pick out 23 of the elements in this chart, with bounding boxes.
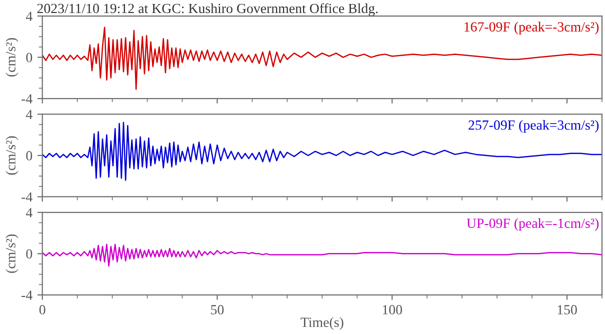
line-series — [42, 244, 602, 267]
series-label: 257-09F (peak=3cm/s²) — [468, 120, 599, 133]
x-axis-title: Time(s) — [300, 317, 344, 330]
x-tick-label: 50 — [211, 305, 224, 314]
y-tick-label: 0 — [26, 249, 32, 259]
y-axis-title: (cm/s²) — [6, 38, 18, 76]
y-tick-label: 4 — [26, 208, 32, 218]
x-tick-label: 150 — [558, 305, 577, 314]
y-axis-title: (cm/s²) — [6, 234, 18, 273]
line-series — [42, 122, 602, 181]
y-tick-label: 0 — [26, 151, 32, 160]
y-tick-label: 4 — [26, 12, 32, 21]
y-tick-label: -4 — [22, 94, 32, 104]
y-tick-label: -4 — [22, 192, 32, 202]
series-label: 167-09F (peak=-3cm/s²) — [464, 22, 599, 34]
chart-title: 2023/11/10 19:12 at KGC: Kushiro Government Office Bldg. — [37, 3, 378, 16]
x-tick-label: 0 — [39, 305, 46, 314]
y-tick-label: 0 — [26, 52, 32, 62]
y-tick-label: -4 — [22, 290, 32, 300]
y-axis-title: (cm/s²) — [6, 136, 18, 175]
series-label: UP-09F (peak=-1cm/s²) — [466, 218, 599, 231]
y-tick-label: 4 — [26, 110, 32, 120]
x-tick-label: 100 — [382, 305, 402, 314]
